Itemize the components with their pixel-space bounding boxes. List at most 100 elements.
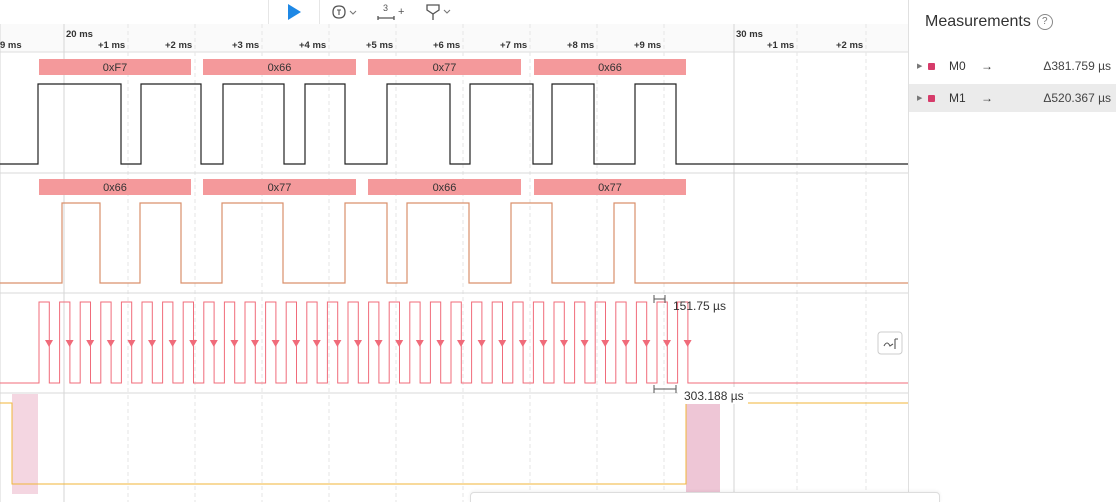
clock-edge-marker xyxy=(415,340,424,347)
clock-edge-marker xyxy=(271,340,280,347)
decoded-byte[interactable]: 0x77 xyxy=(203,179,356,195)
decoded-byte-label: 0x66 xyxy=(103,182,127,194)
clock-period-measurement[interactable]: 151.75 µs xyxy=(653,295,726,313)
clock-edge-marker xyxy=(663,340,671,347)
decoded-byte-label: 0xF7 xyxy=(103,62,127,74)
decoded-byte[interactable]: 0xF7 xyxy=(39,59,191,75)
clock-edge-marker xyxy=(251,340,259,347)
measurements-title: Measurements ? xyxy=(925,13,1053,31)
capture-toolbar: 3 + xyxy=(268,0,468,24)
channel-1[interactable]: 0x66 0x77 0x66 0x77 xyxy=(0,179,908,284)
chevron-down-icon xyxy=(443,9,451,14)
decoded-byte[interactable]: 0x66 xyxy=(39,179,191,195)
measurement-color-swatch xyxy=(928,62,935,70)
measurement-value: Δ381.759 µs xyxy=(1043,59,1111,73)
measurement-row-m0[interactable]: ▶ M0 → Δ381.759 µs xyxy=(909,52,1116,80)
decoded-byte-label: 0x66 xyxy=(598,62,622,74)
arrow-right-icon[interactable]: → xyxy=(981,91,993,105)
clock-edge-marker xyxy=(65,340,74,347)
clock-edge-marker xyxy=(621,340,630,347)
channel-0[interactable]: 0xF7 0x66 0x77 0x66 xyxy=(0,59,908,165)
clock-edge-marker xyxy=(498,340,507,347)
clock-edge-marker xyxy=(86,340,95,347)
decoded-byte[interactable]: 0x66 xyxy=(534,59,686,75)
time-tick-label: +1 ms xyxy=(98,40,125,51)
arrow-right-icon[interactable]: → xyxy=(981,59,993,73)
clock-edge-marker xyxy=(148,340,156,347)
clock-edge-marker xyxy=(209,340,218,347)
waveform-canvas[interactable]: 9 ms 20 ms +1 ms +2 ms +3 ms +4 ms +5 ms +6 ms +… xyxy=(0,0,908,502)
waveform-area[interactable]: 9 ms 20 ms +1 ms +2 ms +3 ms +4 ms +5 ms +6 ms +… xyxy=(0,0,908,502)
time-tick-label: +3 ms xyxy=(232,40,259,51)
time-tick-label: +1 ms xyxy=(767,40,794,51)
time-tick-label: +8 ms xyxy=(567,40,594,51)
span-measurement[interactable] xyxy=(653,385,677,393)
decoded-byte-label: 0x66 xyxy=(433,182,457,194)
clock-edge-marker xyxy=(127,340,136,347)
play-button[interactable] xyxy=(268,0,320,24)
clock-edge-marker xyxy=(230,340,239,347)
clock-edge-marker xyxy=(518,340,527,347)
channel-0-decoded-bytes[interactable]: 0xF7 0x66 0x77 0x66 xyxy=(39,59,686,75)
clock-waveform xyxy=(0,301,908,384)
expand-caret-icon[interactable]: ▶ xyxy=(917,63,923,70)
help-icon[interactable]: ? xyxy=(1036,14,1053,30)
channel-1-waveform xyxy=(0,202,908,284)
trigger-settings-button[interactable] xyxy=(330,1,358,23)
capture-count-button[interactable]: 3 + xyxy=(376,1,410,23)
measurement-name: M0 xyxy=(949,59,966,73)
marker-button[interactable] xyxy=(424,1,454,23)
decoded-byte-label: 0x66 xyxy=(268,62,292,74)
time-tick-label: +5 ms xyxy=(366,40,393,51)
measurement-value: Δ520.367 µs xyxy=(1043,91,1111,105)
channel-3-waveform xyxy=(0,402,908,485)
measurement-color-swatch xyxy=(928,94,935,102)
time-ruler[interactable] xyxy=(0,24,908,52)
measurement-name: M1 xyxy=(949,91,966,105)
time-tick-label: +9 ms xyxy=(634,40,661,51)
decoded-byte-label: 0x77 xyxy=(268,182,292,194)
clock-edge-markers xyxy=(45,340,692,347)
chevron-down-icon xyxy=(349,10,357,15)
decoded-byte[interactable]: 0x66 xyxy=(368,179,521,195)
edge-trigger-button[interactable] xyxy=(877,331,903,355)
marker-icon xyxy=(426,4,451,20)
span-label: 303.188 µs xyxy=(684,389,744,403)
time-tick-label: +2 ms xyxy=(836,40,863,51)
time-tick-label: +2 ms xyxy=(165,40,192,51)
time-tick-label: 9 ms xyxy=(0,40,22,51)
time-tick-label: +6 ms xyxy=(433,40,460,51)
trigger-icon xyxy=(332,5,357,19)
svg-text:3: 3 xyxy=(383,3,388,13)
clock-period-label: 151.75 µs xyxy=(673,299,726,313)
clock-edge-marker xyxy=(292,340,301,347)
clock-edge-marker xyxy=(642,340,651,347)
decoded-byte[interactable]: 0x66 xyxy=(203,59,356,75)
clock-edge-marker xyxy=(477,340,486,347)
expand-caret-icon[interactable]: ▶ xyxy=(917,95,923,102)
decoded-byte-label: 0x77 xyxy=(598,182,622,194)
channel-2-clock[interactable]: 151.75 µs xyxy=(0,295,908,393)
decoded-byte[interactable]: 0x77 xyxy=(534,179,686,195)
clock-edge-marker xyxy=(168,340,177,347)
bottom-popup-panel xyxy=(470,492,940,502)
channel-3[interactable]: 303.188 µs xyxy=(0,387,908,494)
clock-edge-marker xyxy=(539,340,548,347)
measurement-row-m1[interactable]: ▶ M1 → Δ520.367 µs xyxy=(909,84,1116,112)
time-tick-label: 20 ms xyxy=(66,29,93,40)
clock-edge-marker xyxy=(189,340,198,347)
clock-edge-marker xyxy=(374,340,383,347)
highlight-region-right xyxy=(686,404,720,494)
time-ruler-labels: 9 ms 20 ms +1 ms +2 ms +3 ms +4 ms +5 ms +6 ms +… xyxy=(0,29,863,51)
time-tick-label: 30 ms xyxy=(736,29,763,40)
capture-count-icon: 3 + xyxy=(377,3,404,20)
clock-edge-marker xyxy=(436,340,445,347)
clock-edge-marker xyxy=(106,340,115,347)
measurements-panel: Measurements ? ▶ M0 → Δ381.759 µs ▶ M1 →… xyxy=(908,0,1116,502)
clock-edge-marker xyxy=(601,340,610,347)
channel-1-decoded-bytes[interactable]: 0x66 0x77 0x66 0x77 xyxy=(39,179,686,195)
highlight-region-left xyxy=(12,394,38,494)
grid-lines xyxy=(0,24,867,502)
time-tick-label: +7 ms xyxy=(500,40,527,51)
decoded-byte[interactable]: 0x77 xyxy=(368,59,521,75)
